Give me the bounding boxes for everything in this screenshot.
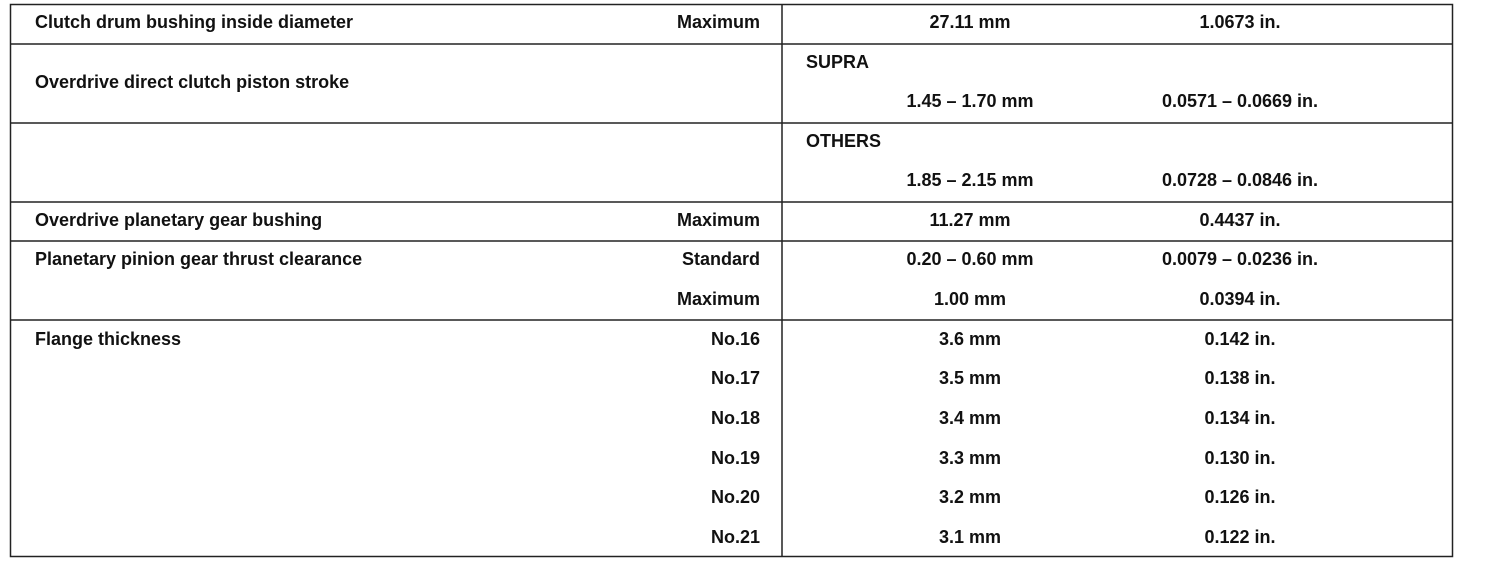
imperial-value: 0.0079 – 0.0236 in. <box>1162 249 1318 269</box>
imperial-value: 0.4437 in. <box>1199 210 1280 230</box>
metric-value: 11.27 mm <box>929 210 1010 230</box>
row-qualifier: No.16 <box>711 329 760 349</box>
variant-heading: OTHERS <box>806 131 881 151</box>
row-label: Planetary pinion gear thrust clearance <box>35 249 362 269</box>
imperial-value: 1.0673 in. <box>1199 12 1280 32</box>
imperial-value: 0.134 in. <box>1204 408 1275 428</box>
imperial-value: 0.126 in. <box>1204 487 1275 507</box>
metric-value: 3.2 mm <box>939 487 1001 507</box>
variant-heading: SUPRA <box>806 52 869 72</box>
row-label: Flange thickness <box>35 329 181 349</box>
row-qualifier: Maximum <box>677 12 760 32</box>
imperial-value: 0.138 in. <box>1204 368 1275 388</box>
row-qualifier: No.19 <box>711 448 760 468</box>
row-qualifier: No.20 <box>711 487 760 507</box>
imperial-value: 0.0571 – 0.0669 in. <box>1162 91 1318 111</box>
metric-value: 3.5 mm <box>939 368 1001 388</box>
metric-value: 1.00 mm <box>934 289 1006 309</box>
imperial-value: 0.142 in. <box>1204 329 1275 349</box>
row-label: Overdrive planetary gear bushing <box>35 210 322 230</box>
table-border <box>9 3 1454 558</box>
row-qualifier: No.21 <box>711 527 760 547</box>
metric-value: 3.4 mm <box>939 408 1001 428</box>
metric-value: 1.45 – 1.70 mm <box>906 91 1033 111</box>
metric-value: 3.3 mm <box>939 448 1001 468</box>
metric-value: 0.20 – 0.60 mm <box>906 249 1033 269</box>
row-qualifier: Maximum <box>677 210 760 230</box>
imperial-value: 0.122 in. <box>1204 527 1275 547</box>
metric-value: 3.6 mm <box>939 329 1001 349</box>
imperial-value: 0.0394 in. <box>1199 289 1280 309</box>
row-qualifier: Maximum <box>677 289 760 309</box>
imperial-value: 0.0728 – 0.0846 in. <box>1162 170 1318 190</box>
row-label: Overdrive direct clutch piston stroke <box>35 72 349 92</box>
row-qualifier: Standard <box>682 249 760 269</box>
row-qualifier: No.17 <box>711 368 760 388</box>
row-qualifier: No.18 <box>711 408 760 428</box>
row-label: Clutch drum bushing inside diameter <box>35 12 353 32</box>
metric-value: 1.85 – 2.15 mm <box>906 170 1033 190</box>
metric-value: 27.11 mm <box>929 12 1010 32</box>
metric-value: 3.1 mm <box>939 527 1001 547</box>
imperial-value: 0.130 in. <box>1204 448 1275 468</box>
